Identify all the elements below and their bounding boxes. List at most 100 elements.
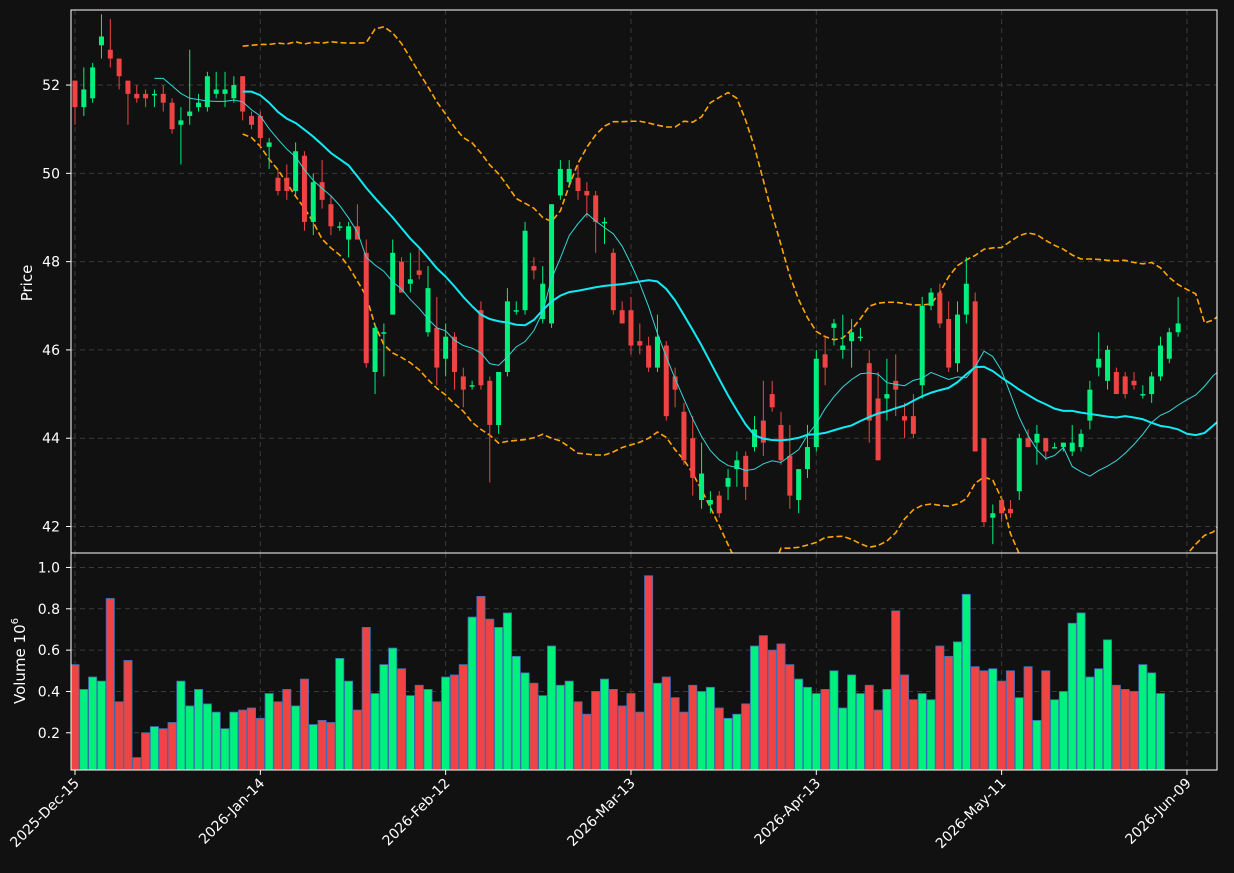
candle-body: [566, 168, 572, 183]
volume-bar: [644, 575, 654, 770]
candle-body: [310, 182, 316, 222]
volume-bar: [167, 722, 177, 770]
volume-bar: [220, 728, 230, 770]
candle-body: [849, 332, 855, 342]
candle-body: [443, 336, 449, 359]
volume-bar: [873, 709, 883, 770]
volume-bar: [811, 693, 821, 770]
volume-bar: [1120, 688, 1130, 770]
candle-body: [540, 283, 546, 320]
volume-bar: [758, 635, 768, 770]
volume-bar: [935, 645, 945, 770]
candle-body: [725, 477, 731, 487]
volume-bar: [855, 693, 865, 770]
volume-bar: [732, 713, 742, 770]
volume-bar: [79, 688, 89, 770]
volume-bar: [344, 680, 354, 770]
candle-body: [390, 252, 396, 315]
candle-body: [778, 424, 784, 461]
candle-body: [955, 314, 960, 364]
candle-body: [187, 111, 193, 116]
volume-y-tick-label: 1.0: [38, 560, 60, 576]
candle-body: [487, 380, 493, 425]
candle-body: [460, 376, 466, 390]
price-y-tick-label: 48: [42, 255, 60, 271]
candle-body: [160, 93, 166, 103]
candle-body: [143, 93, 149, 99]
candle-body: [72, 80, 78, 108]
volume-bar: [847, 674, 857, 770]
price-y-tick-label: 42: [42, 520, 60, 536]
candle-body: [672, 376, 678, 390]
candle-body: [831, 323, 837, 328]
candle-body: [319, 182, 325, 200]
candle-body: [416, 270, 422, 275]
candle-body: [1025, 438, 1031, 448]
volume-bar: [282, 688, 292, 770]
volume-bar: [194, 688, 204, 770]
candle-body: [1175, 323, 1181, 333]
candle-body: [213, 89, 219, 94]
candle-body: [337, 226, 343, 228]
candle-body: [628, 310, 634, 346]
candle-body: [1078, 433, 1084, 448]
volume-y-tick-label: 0.4: [38, 684, 60, 700]
volume-bar: [917, 693, 927, 770]
volume-bar: [1147, 672, 1157, 770]
volume-bar: [591, 691, 601, 770]
candle-body: [425, 288, 431, 333]
candle-body: [602, 221, 607, 224]
candle-body: [1122, 376, 1128, 395]
volume-panel-border: [70, 552, 1218, 771]
candle-body: [1149, 376, 1155, 395]
volume-bar: [1050, 699, 1060, 770]
volume-bar: [953, 641, 963, 770]
candle-body: [716, 495, 722, 514]
volume-bar: [900, 674, 910, 770]
volume-bar: [202, 703, 212, 770]
volume-axis-label-text: Volume: [11, 648, 29, 704]
candle-body: [743, 455, 749, 487]
volume-bar: [705, 686, 715, 770]
candle-body: [196, 102, 202, 108]
volume-bar: [176, 680, 186, 770]
volume-bars: [71, 575, 1165, 770]
volume-bar: [1041, 670, 1051, 770]
volume-bar: [1032, 719, 1042, 770]
volume-bar: [1014, 697, 1024, 770]
candle-body: [81, 89, 87, 108]
volume-bar: [670, 697, 680, 770]
sma-slow-polyline: [242, 90, 1217, 442]
candle-body: [875, 398, 881, 461]
candle-body: [257, 115, 263, 139]
candle-body: [769, 394, 775, 408]
candle-body: [478, 310, 484, 386]
volume-bar: [1103, 639, 1113, 770]
volume-bar: [997, 680, 1007, 770]
volume-bar: [802, 686, 812, 770]
bollinger-upper-band: [242, 25, 1217, 341]
volume-bar: [317, 719, 327, 770]
volume-bar: [882, 688, 892, 770]
volume-bar: [335, 658, 345, 770]
volume-bar: [652, 682, 662, 770]
candle-body: [434, 327, 440, 368]
volume-bar: [1138, 664, 1148, 770]
volume-bar: [185, 705, 195, 770]
sma-slow-line: [242, 90, 1217, 442]
volume-bar: [246, 707, 256, 770]
candle-body: [469, 385, 475, 387]
candle-body: [222, 89, 228, 94]
candle-body: [1140, 394, 1146, 396]
candle-body: [999, 500, 1005, 514]
volume-bar: [511, 655, 521, 770]
price-y-axis: 42 44 46 48 50 52: [42, 78, 71, 536]
volume-bar: [229, 711, 239, 770]
volume-bar: [88, 676, 98, 770]
price-y-tick-label: 50: [42, 166, 60, 182]
volume-bar: [723, 717, 733, 770]
candle-body: [637, 341, 643, 346]
volume-bar: [908, 699, 918, 770]
candle-body: [284, 177, 290, 191]
candle-body: [972, 301, 978, 452]
